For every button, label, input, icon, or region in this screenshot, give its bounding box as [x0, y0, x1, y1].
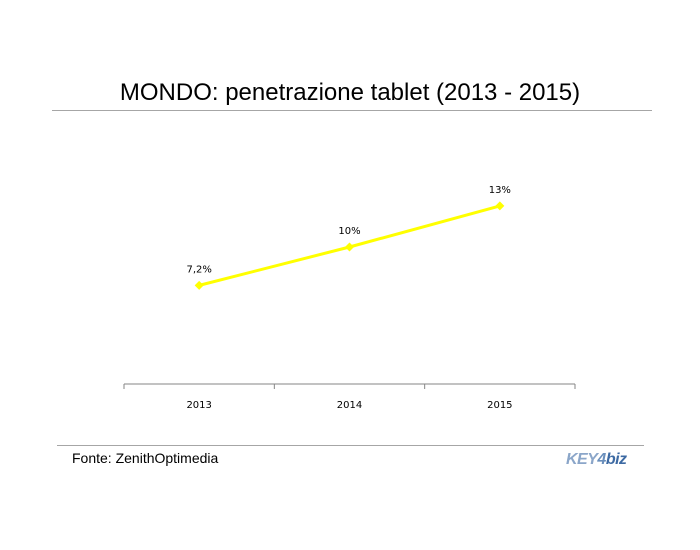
- chart-title: MONDO: penetrazione tablet (2013 - 2015): [119, 79, 581, 106]
- source-note: Fonte: ZenithOptimedia: [72, 450, 219, 466]
- x-tick-label: 2013: [186, 400, 211, 411]
- footer-divider: [57, 445, 644, 446]
- data-label: 10%: [338, 226, 360, 237]
- data-point-marker: [495, 201, 505, 211]
- line-chart: 2013 2014 2015 7,2% 10% 13%: [123, 185, 576, 411]
- title-divider: [52, 110, 652, 111]
- data-point-marker: [345, 242, 354, 252]
- data-label: 7,2%: [186, 264, 211, 275]
- data-point-marker: [194, 280, 204, 290]
- x-tick-label: 2014: [337, 400, 362, 411]
- data-label: 13%: [489, 185, 511, 196]
- x-axis: 2013 2014 2015: [123, 383, 576, 411]
- key4biz-logo: KEY4biz: [566, 451, 627, 468]
- x-tick-label: 2015: [487, 400, 512, 411]
- series-penetrazione: 7,2% 10% 13%: [186, 185, 511, 290]
